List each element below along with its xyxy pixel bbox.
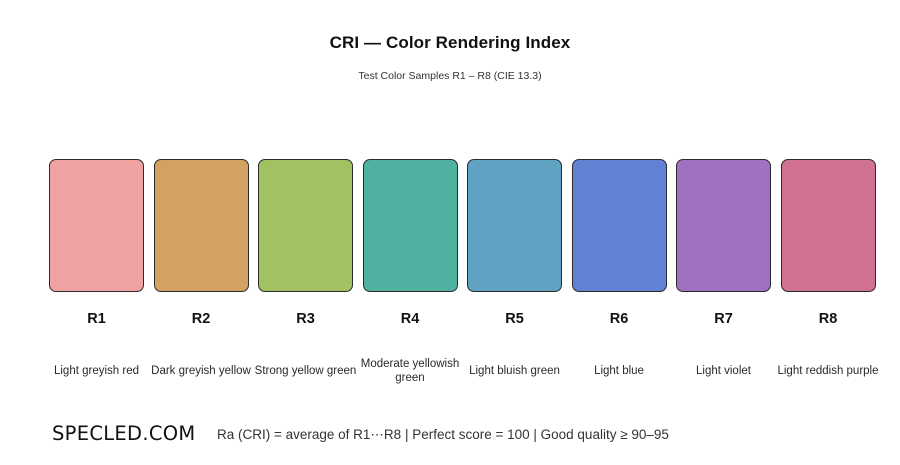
sample-name-r8: Light reddish purple <box>777 365 879 377</box>
sample-code-r7: R7 <box>714 311 733 327</box>
page-title: CRI — Color Rendering Index <box>329 33 571 52</box>
color-swatch-r5 <box>467 159 562 292</box>
color-swatch-r1 <box>49 159 144 292</box>
sample-code-r8: R8 <box>818 311 838 327</box>
color-swatch-r8 <box>780 159 876 292</box>
sample-name-r3: Strong yellow green <box>254 365 357 377</box>
sample-code-r1: R1 <box>87 311 106 327</box>
color-swatch-r2 <box>153 159 249 292</box>
footer-note: Ra (CRI) = average of R1⋯R8 | Perfect sc… <box>217 427 669 442</box>
sample-code-r4: R4 <box>400 311 420 327</box>
color-swatch-r4 <box>362 159 458 292</box>
color-swatch-r6 <box>571 159 667 292</box>
sample-name-r6: Light blue <box>594 365 644 377</box>
sample-name-r5: Light bluish green <box>469 365 560 377</box>
brand-logo: SPECLED.COM <box>52 422 196 445</box>
page-subtitle: Test Color Samples R1 – R8 (CIE 13.3) <box>358 70 542 82</box>
sample-name-r4: Moderate yellowish green <box>360 358 460 384</box>
sample-code-r6: R6 <box>609 311 629 327</box>
sample-code-r3: R3 <box>296 311 315 327</box>
color-swatch-r7 <box>676 159 771 292</box>
sample-code-r5: R5 <box>505 311 524 327</box>
color-swatch-r3 <box>258 159 353 292</box>
sample-name-r2: Dark greyish yellow <box>151 365 251 377</box>
sample-name-r1: Light greyish red <box>53 365 140 377</box>
sample-name-r7: Light violet <box>696 365 751 377</box>
sample-code-r2: R2 <box>191 311 211 327</box>
